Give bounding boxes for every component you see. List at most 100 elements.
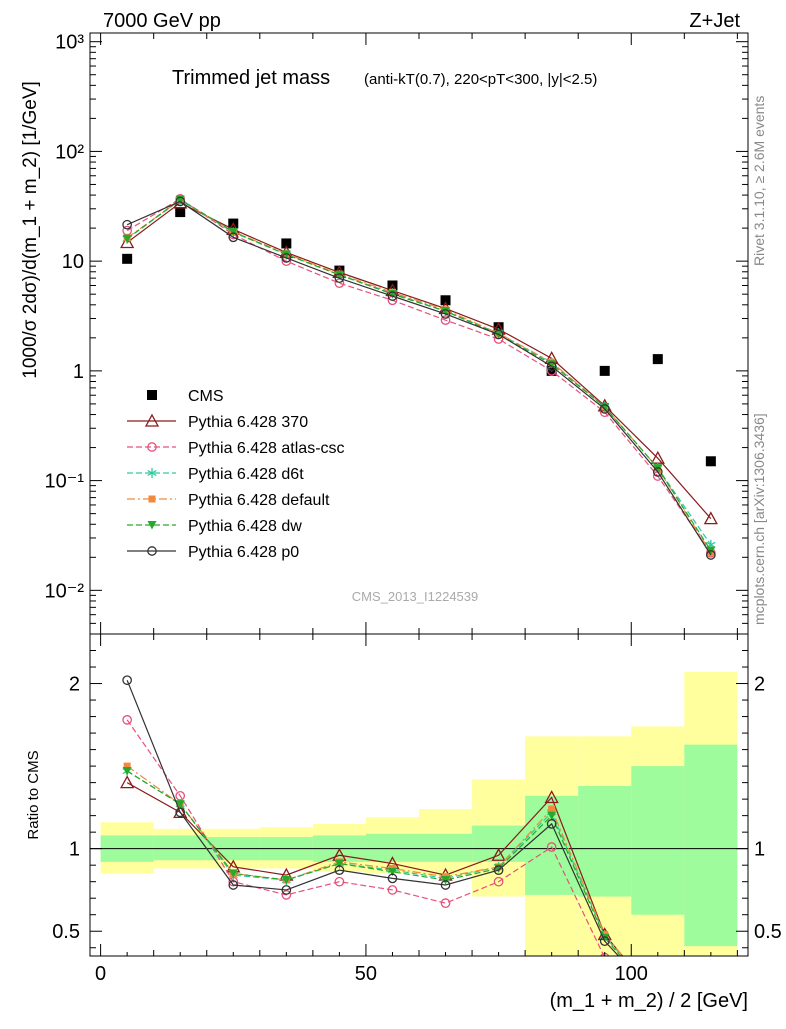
series-line: [126, 200, 712, 556]
series-line: [126, 202, 712, 520]
ratio-point: [334, 865, 345, 875]
ratio-point: [334, 876, 345, 887]
data-point: [652, 354, 663, 365]
ratio-point: [122, 715, 132, 725]
ratio-point: [387, 867, 397, 877]
ratio-line: [126, 770, 622, 956]
legend-label: Pythia 6.428 p0: [188, 544, 299, 561]
data-point: [228, 232, 239, 243]
main-subtitle: (anti-kT(0.7), 220<pT<300, |y|<2.5): [364, 71, 597, 88]
legend: CMS Pythia 6.428 370 Pythia 6.428 atlas-cs…: [127, 388, 345, 561]
data-point: [122, 234, 132, 244]
ratio-point: [228, 869, 238, 878]
ratio-y-tick-label: 2: [69, 674, 80, 696]
data-point: [175, 196, 186, 207]
ratio-point: [122, 675, 132, 686]
data-point: [493, 329, 504, 340]
stat-band: [578, 785, 632, 897]
legend-marker: [147, 442, 157, 452]
series-line: [126, 198, 712, 551]
ratio-point: [123, 762, 131, 770]
ratio-line: [126, 782, 624, 956]
ratio-point: [440, 898, 451, 909]
y-tick-label: 1: [73, 361, 84, 383]
y-tick-label: 10: [62, 251, 84, 273]
ratio-point: [493, 865, 504, 875]
series-line: [126, 198, 712, 554]
stat-band: [684, 744, 738, 947]
ratio-y-tick-label: 1: [69, 839, 80, 861]
legend-label: Pythia 6.428 default: [188, 492, 330, 509]
ratio-point: [228, 880, 239, 890]
ratio-point: [547, 811, 557, 821]
stat-band: [631, 766, 685, 915]
stat-band: [153, 835, 207, 861]
x-axis-label: (m_1 + m_2) / 2 [GeV]: [550, 990, 748, 1012]
ratio-point: [544, 790, 559, 804]
ratio-point: [175, 807, 186, 818]
legend-label: Pythia 6.428 d6t: [188, 466, 304, 483]
ratio-line: [126, 680, 620, 956]
data-point: [599, 365, 610, 376]
y-tick-label: 10⁻²: [45, 580, 85, 602]
data-point: [546, 361, 557, 372]
data-point: [122, 219, 132, 230]
ratio-point: [281, 885, 292, 895]
y-tick-label: 10²: [55, 141, 84, 163]
legend-marker: [147, 521, 157, 530]
x-tick-label: 50: [355, 963, 377, 985]
legend-label: Pythia 6.428 dw: [188, 518, 302, 535]
header-left: 7000 GeV pp: [103, 10, 221, 32]
ratio-line: [126, 719, 605, 956]
stat-band: [472, 825, 526, 862]
ratio-y-tick-label: 0.5: [754, 921, 782, 943]
y-tick-label: 10³: [55, 32, 84, 54]
ratio-point: [281, 876, 291, 885]
ratio-point: [387, 873, 398, 884]
ratio-point: [387, 885, 398, 895]
ratio-line: [126, 770, 623, 956]
data-point: [120, 235, 135, 249]
legend-marker: [147, 546, 157, 556]
ratio-point: [493, 876, 504, 887]
ratio-point: [120, 775, 135, 789]
data-point: [440, 295, 451, 306]
ratio-y-tick-label: 0.5: [52, 921, 80, 943]
data-point: [175, 207, 186, 218]
legend-marker: [147, 390, 157, 400]
ratio-y-axis-label: Ratio to CMS: [25, 750, 42, 839]
data-point: [599, 404, 610, 414]
data-point: [387, 291, 398, 301]
legend-marker: [144, 413, 160, 427]
header-right: Z+Jet: [689, 10, 740, 32]
data-point: [122, 253, 133, 264]
data-point: [706, 550, 716, 560]
stat-band: [419, 833, 473, 862]
ratio-point: [491, 847, 506, 861]
ratio-point: [546, 842, 557, 852]
ratio-y-tick-label: 1: [754, 839, 765, 861]
ratio-point: [173, 804, 188, 818]
data-point: [705, 456, 716, 467]
x-tick-label: 100: [615, 963, 648, 985]
legend-label: CMS: [188, 388, 224, 405]
side-rivet-label: Rivet 3.1.10, ≥ 2.6M events: [751, 96, 767, 266]
data-point: [703, 511, 718, 525]
data-point: [334, 273, 345, 283]
watermark-label: CMS_2013_I1224539: [352, 589, 479, 604]
main-y-axis-label: 1000/σ 2dσ)/d(m_1 + m_2) [1/GeV]: [20, 81, 41, 379]
ratio-point: [548, 805, 556, 813]
legend-label: Pythia 6.428 atlas-csc: [188, 440, 345, 457]
ratio-point: [334, 859, 344, 869]
y-tick-label: 10⁻¹: [45, 471, 85, 493]
main-title: Trimmed jet mass: [172, 67, 330, 89]
ratio-point: [440, 880, 451, 890]
legend-label: Pythia 6.428 370: [188, 414, 308, 431]
x-tick-label: 0: [95, 963, 106, 985]
ratio-plot-area: 0.5 0.5 1 1 2 2 0 50 100: [52, 633, 782, 985]
ratio-point: [175, 800, 185, 809]
data-point: [334, 270, 344, 280]
legend-marker: [147, 468, 157, 478]
